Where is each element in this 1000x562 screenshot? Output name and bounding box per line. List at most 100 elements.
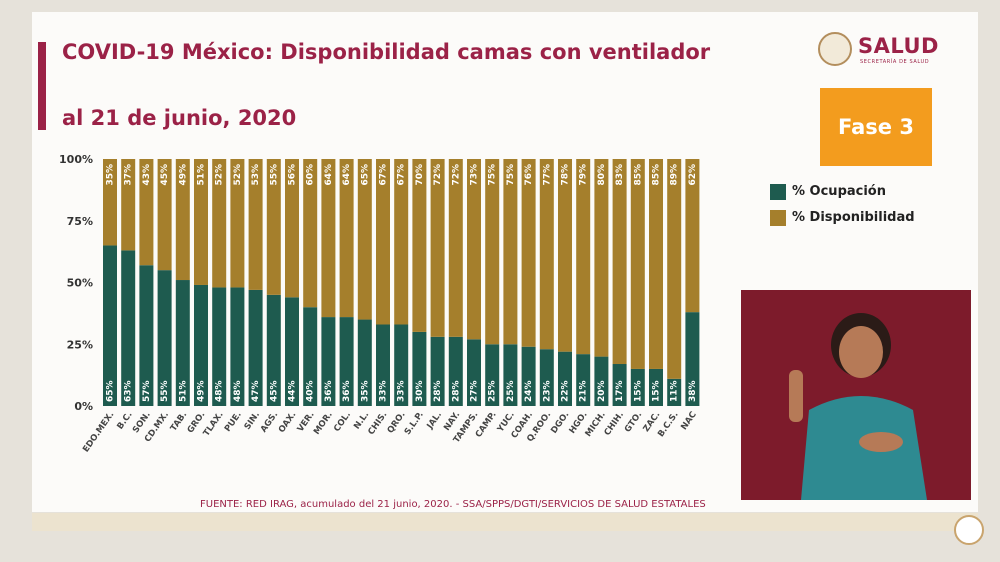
bar-ocupacion bbox=[667, 378, 682, 406]
x-tick-label: PUE. bbox=[223, 410, 244, 434]
x-tick-label: S.L.P. bbox=[403, 410, 426, 437]
bar-ocupacion bbox=[103, 245, 117, 406]
bar-ocupacion bbox=[230, 287, 245, 406]
bar-disponibilidad bbox=[412, 159, 427, 332]
data-label-ocupacion: 35% bbox=[360, 380, 370, 402]
bar-disponibilidad bbox=[503, 159, 518, 345]
data-label-ocupacion: 15% bbox=[652, 380, 662, 402]
data-label-disponibilidad: 70% bbox=[415, 164, 425, 186]
x-tick-label: CHIS. bbox=[366, 410, 389, 437]
data-label-ocupacion: 15% bbox=[633, 380, 643, 402]
bar-disponibilidad bbox=[194, 159, 208, 285]
bar-disponibilidad bbox=[539, 159, 554, 350]
bar-ocupacion bbox=[448, 336, 463, 406]
bar-ocupacion bbox=[194, 284, 208, 406]
bar-ocupacion bbox=[485, 344, 500, 406]
data-label-ocupacion: 23% bbox=[542, 380, 552, 402]
bar-ocupacion bbox=[649, 368, 663, 406]
data-label-ocupacion: 30% bbox=[415, 380, 425, 402]
data-label-disponibilidad: 89% bbox=[670, 164, 680, 186]
bar-disponibilidad bbox=[576, 159, 591, 355]
bar-ocupacion bbox=[121, 250, 136, 406]
bar-ocupacion bbox=[430, 336, 445, 406]
chart-subtitle: al 21 de junio, 2020 bbox=[62, 106, 297, 130]
data-label-disponibilidad: 67% bbox=[379, 164, 389, 186]
bar-disponibilidad bbox=[266, 159, 281, 295]
data-label-ocupacion: 55% bbox=[160, 380, 170, 402]
source-note: FUENTE: RED IRAG, acumulado del 21 junio… bbox=[200, 499, 706, 510]
data-label-ocupacion: 38% bbox=[688, 380, 698, 402]
bar-disponibilidad bbox=[558, 159, 572, 352]
data-label-ocupacion: 36% bbox=[324, 380, 334, 402]
bar-ocupacion bbox=[139, 265, 154, 406]
x-tick-label: CHIH. bbox=[602, 410, 626, 438]
interpreter-figure-icon bbox=[789, 313, 927, 500]
y-tick-label: 0% bbox=[74, 400, 93, 413]
data-label-disponibilidad: 55% bbox=[269, 164, 279, 186]
bar-ocupacion bbox=[503, 344, 518, 406]
y-tick-label: 75% bbox=[67, 215, 93, 228]
bar-ocupacion bbox=[212, 287, 227, 406]
x-tick-label: COL. bbox=[332, 410, 353, 434]
bar-disponibilidad bbox=[485, 159, 500, 345]
data-label-disponibilidad: 85% bbox=[652, 164, 662, 186]
data-label-ocupacion: 33% bbox=[379, 380, 389, 402]
data-label-disponibilidad: 75% bbox=[506, 164, 516, 186]
bar-disponibilidad bbox=[594, 159, 609, 357]
bar-ocupacion bbox=[321, 317, 336, 406]
bar-disponibilidad bbox=[321, 159, 336, 318]
data-label-disponibilidad: 83% bbox=[615, 164, 625, 186]
bar-disponibilidad bbox=[212, 159, 227, 288]
data-label-ocupacion: 25% bbox=[488, 380, 498, 402]
chart-title: COVID-19 México: Disponibilidad camas co… bbox=[62, 40, 711, 64]
bar-disponibilidad bbox=[467, 159, 481, 340]
data-label-disponibilidad: 79% bbox=[579, 164, 589, 186]
data-label-disponibilidad: 52% bbox=[233, 164, 243, 186]
data-label-disponibilidad: 65% bbox=[360, 164, 370, 186]
bar-ocupacion bbox=[630, 368, 645, 406]
data-label-ocupacion: 28% bbox=[433, 380, 443, 402]
bar-ocupacion bbox=[576, 354, 591, 406]
data-label-disponibilidad: 56% bbox=[288, 164, 298, 186]
bar-disponibilidad bbox=[448, 159, 463, 337]
bar-disponibilidad bbox=[121, 159, 136, 251]
data-label-disponibilidad: 53% bbox=[251, 164, 261, 186]
x-tick-label: DGO. bbox=[549, 410, 571, 436]
bar-ocupacion bbox=[558, 351, 572, 406]
data-label-ocupacion: 48% bbox=[215, 380, 225, 402]
y-tick-label: 50% bbox=[67, 277, 93, 290]
bar-disponibilidad bbox=[103, 159, 117, 246]
data-label-ocupacion: 57% bbox=[142, 380, 152, 402]
data-label-disponibilidad: 78% bbox=[561, 164, 571, 186]
data-label-ocupacion: 17% bbox=[615, 380, 625, 402]
bar-ocupacion bbox=[175, 280, 190, 406]
data-label-ocupacion: 25% bbox=[506, 380, 516, 402]
bar-ocupacion bbox=[357, 319, 372, 406]
bar-ocupacion bbox=[612, 364, 627, 406]
data-label-ocupacion: 44% bbox=[288, 380, 298, 402]
data-label-disponibilidad: 45% bbox=[160, 164, 170, 186]
data-label-ocupacion: 65% bbox=[106, 380, 116, 402]
bar-disponibilidad bbox=[649, 159, 663, 369]
bar-disponibilidad bbox=[376, 159, 390, 325]
bar-ocupacion bbox=[376, 324, 390, 406]
bar-disponibilidad bbox=[157, 159, 172, 271]
data-label-ocupacion: 49% bbox=[197, 380, 207, 402]
data-label-disponibilidad: 64% bbox=[342, 164, 352, 186]
data-label-disponibilidad: 85% bbox=[633, 164, 643, 186]
data-label-ocupacion: 51% bbox=[178, 380, 188, 402]
logo-subtext: SECRETARÍA DE SALUD bbox=[860, 59, 930, 65]
bar-ocupacion bbox=[285, 297, 299, 406]
salud-logo: SALUD SECRETARÍA DE SALUD bbox=[818, 32, 948, 72]
bar-disponibilidad bbox=[139, 159, 154, 266]
interpreter-hands bbox=[859, 432, 903, 452]
bar-ocupacion bbox=[521, 346, 536, 406]
bar-ocupacion bbox=[594, 356, 609, 406]
data-label-disponibilidad: 52% bbox=[215, 164, 225, 186]
data-label-ocupacion: 22% bbox=[561, 380, 571, 402]
data-label-disponibilidad: 73% bbox=[470, 164, 480, 186]
bar-ocupacion bbox=[394, 324, 409, 406]
data-label-disponibilidad: 64% bbox=[324, 164, 334, 186]
y-tick-label: 100% bbox=[59, 153, 93, 166]
